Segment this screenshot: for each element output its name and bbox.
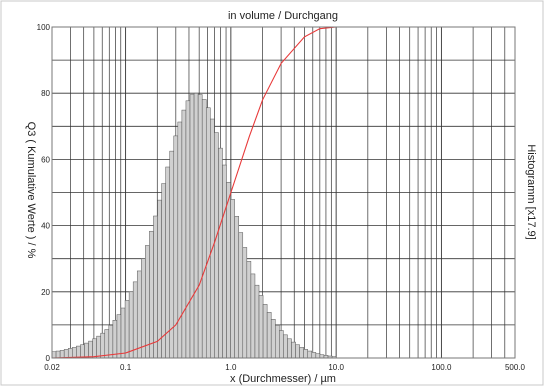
histogram-bar — [193, 92, 199, 359]
histogram-bar — [132, 281, 138, 359]
plot-frame — [51, 26, 516, 359]
histogram-bar — [88, 340, 93, 359]
histogram-bar — [161, 183, 166, 359]
histogram-bar — [63, 349, 69, 359]
y-tick-labels: 0 20 40 60 80 100 — [37, 23, 51, 363]
x-tick-labels: 0.02 0.1 1.0 10.0 100.0 500.0 — [44, 363, 525, 372]
histogram-bar — [254, 284, 260, 359]
x-tick-label: 10.0 — [328, 363, 344, 372]
histogram-bar — [59, 350, 65, 359]
y-axis-label-left: Q3 ( Kumulative Werte ) / % — [25, 122, 37, 259]
histogram-bar — [303, 349, 308, 359]
histogram-bar — [136, 270, 142, 359]
histogram-bar — [108, 324, 114, 359]
x-tick-label: 100.0 — [431, 363, 452, 372]
histogram-bar — [287, 338, 292, 359]
histogram-bar — [242, 247, 248, 359]
histogram-bar — [246, 261, 252, 359]
histogram-bar — [279, 330, 284, 359]
histogram-bar — [307, 350, 313, 359]
histogram-bar — [157, 199, 162, 359]
histogram-bar — [210, 118, 215, 359]
histogram-bar — [201, 99, 207, 359]
histogram-bar — [165, 166, 170, 359]
histogram-bar — [128, 291, 134, 359]
histogram-bar — [275, 324, 280, 359]
histogram-bar — [214, 132, 219, 359]
histogram-bar — [291, 341, 296, 359]
y-tick-label: 100 — [37, 23, 51, 32]
histogram-bar — [92, 338, 97, 359]
histogram-bar — [67, 348, 73, 359]
histogram-bar — [84, 342, 89, 359]
histogram-bar — [266, 312, 272, 359]
y-tick-label: 40 — [41, 222, 50, 231]
histogram-bar — [226, 181, 231, 359]
histogram-bar — [262, 304, 268, 359]
histogram-bar — [96, 335, 101, 359]
histogram-bar — [283, 334, 288, 359]
histogram-bar — [72, 347, 77, 359]
y-tick-label: 0 — [46, 354, 51, 363]
histogram-bar — [238, 232, 244, 359]
histogram-bar — [100, 332, 106, 359]
histogram-bar — [181, 109, 187, 359]
histogram-bar — [258, 295, 264, 359]
y-tick-label: 60 — [41, 155, 50, 164]
histogram-bar — [55, 350, 61, 359]
histogram-bar — [205, 107, 211, 359]
histogram-bar — [51, 351, 57, 359]
histogram-bar — [222, 164, 227, 359]
histogram-bar — [80, 344, 85, 359]
x-tick-label: 0.02 — [44, 363, 60, 372]
histogram-bar — [185, 100, 191, 359]
histogram-bar — [76, 345, 81, 359]
x-tick-label: 500.0 — [505, 363, 526, 372]
x-axis-label: x (Durchmesser) / µm — [230, 373, 336, 385]
histogram-bar — [189, 94, 195, 359]
chart-title: in volume / Durchgang — [228, 10, 338, 22]
histogram-bar — [315, 353, 321, 359]
histogram-bar — [177, 121, 183, 359]
histogram-bar — [120, 307, 126, 359]
y-tick-label: 20 — [41, 288, 50, 297]
histogram-bar — [197, 94, 203, 359]
y-axis-label-right: Histogramm [x17.9] — [525, 144, 537, 239]
histogram-bar — [234, 216, 239, 359]
histogram-bar — [141, 258, 146, 359]
y-tick-label: 80 — [41, 89, 50, 98]
histogram-bar — [295, 344, 300, 359]
histogram-bar — [116, 314, 122, 359]
histogram-bar — [145, 245, 150, 359]
histogram-bar — [230, 199, 235, 359]
histogram-bar — [104, 329, 110, 359]
histogram-bar — [299, 347, 304, 359]
histogram-bar — [112, 320, 118, 359]
histogram-bar — [218, 147, 223, 359]
histogram-bar — [124, 300, 130, 359]
histogram-bar — [270, 319, 276, 359]
histogram-bar — [149, 230, 154, 359]
histogram-bar — [311, 352, 317, 359]
histogram-bar — [153, 215, 158, 359]
x-tick-label: 1.0 — [225, 363, 237, 372]
x-tick-label: 0.1 — [120, 363, 132, 372]
histogram-bar — [250, 273, 256, 359]
